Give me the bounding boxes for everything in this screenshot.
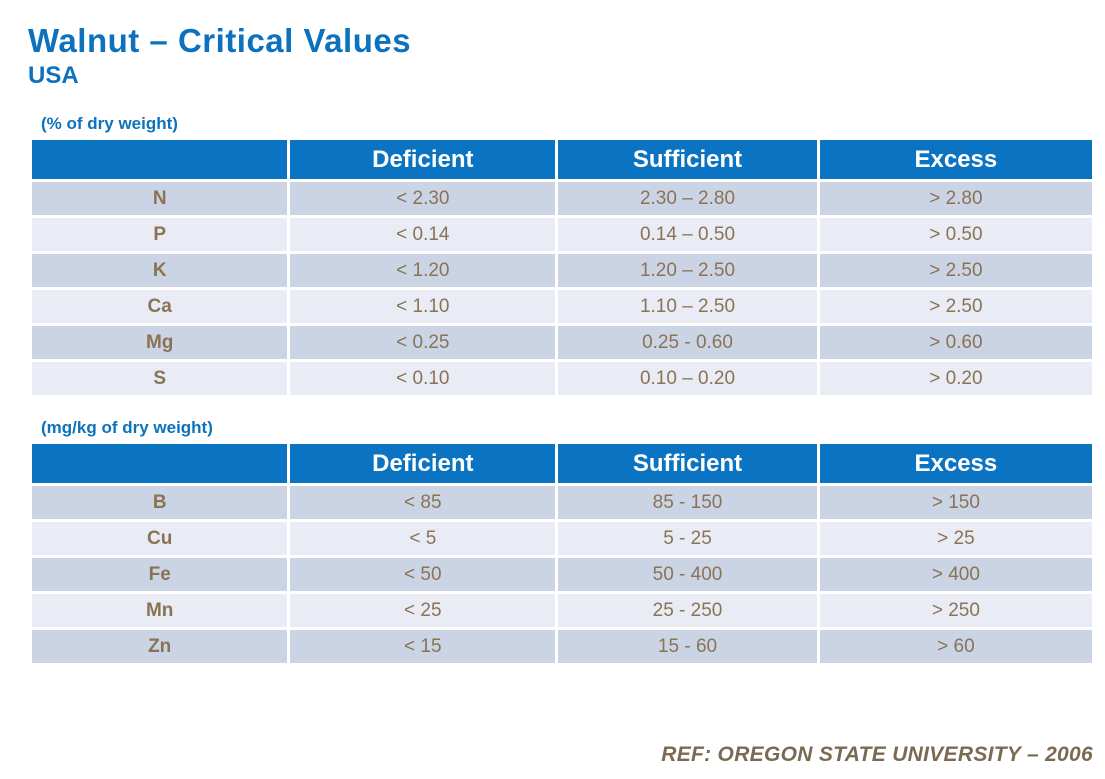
sufficient-cell: 25 - 250	[558, 594, 817, 627]
sufficient-cell: 85 - 150	[558, 486, 817, 519]
sufficient-cell: 5 - 25	[558, 522, 817, 555]
column-header: Excess	[819, 444, 1092, 483]
table-row: Fe < 50 50 - 400 > 400	[32, 558, 1092, 591]
deficient-cell: < 25	[290, 594, 556, 627]
table-row: P < 0.14 0.14 – 0.50 > 0.50	[32, 218, 1092, 251]
excess-cell: > 0.60	[819, 326, 1092, 359]
excess-cell: > 25	[819, 522, 1092, 555]
sufficient-cell: 0.14 – 0.50	[558, 218, 817, 251]
excess-cell: > 2.80	[819, 182, 1092, 215]
table-row: Zn < 15 15 - 60 > 60	[32, 630, 1092, 663]
table-row: S < 0.10 0.10 – 0.20 > 0.20	[32, 362, 1092, 395]
deficient-cell: < 0.25	[290, 326, 556, 359]
sufficient-cell: 2.30 – 2.80	[558, 182, 817, 215]
table-row: Ca < 1.10 1.10 – 2.50 > 2.50	[32, 290, 1092, 323]
excess-cell: > 250	[819, 594, 1092, 627]
element-cell: P	[32, 218, 288, 251]
column-header: Excess	[819, 140, 1092, 179]
macronutrient-table: Deficient Sufficient Excess N < 2.30 2.30 – 2…	[29, 137, 1095, 398]
column-header: Sufficient	[558, 140, 817, 179]
deficient-cell: < 1.20	[290, 254, 556, 287]
sufficient-cell: 1.10 – 2.50	[558, 290, 817, 323]
deficient-cell: < 2.30	[290, 182, 556, 215]
deficient-cell: < 1.10	[290, 290, 556, 323]
element-cell: B	[32, 486, 288, 519]
column-header: Deficient	[290, 444, 556, 483]
reference-text: REF: OREGON STATE UNIVERSITY – 2006	[661, 743, 1093, 766]
element-cell: K	[32, 254, 288, 287]
deficient-cell: < 5	[290, 522, 556, 555]
excess-cell: > 2.50	[819, 290, 1092, 323]
column-header: Sufficient	[558, 444, 817, 483]
page-title: Walnut – Critical Values	[28, 22, 412, 59]
excess-cell: > 2.50	[819, 254, 1092, 287]
page-subtitle: USA	[28, 62, 79, 89]
table-row: Mg < 0.25 0.25 - 0.60 > 0.60	[32, 326, 1092, 359]
unit-label-percent-dry-weight: (% of dry weight)	[41, 114, 178, 133]
element-cell: Zn	[32, 630, 288, 663]
deficient-cell: < 50	[290, 558, 556, 591]
element-cell: Mn	[32, 594, 288, 627]
table-row: K < 1.20 1.20 – 2.50 > 2.50	[32, 254, 1092, 287]
excess-cell: > 60	[819, 630, 1092, 663]
sufficient-cell: 50 - 400	[558, 558, 817, 591]
table-row: Mn < 25 25 - 250 > 250	[32, 594, 1092, 627]
element-cell: Fe	[32, 558, 288, 591]
unit-label-mgkg-dry-weight: (mg/kg of dry weight)	[41, 418, 213, 437]
column-header: Deficient	[290, 140, 556, 179]
element-cell: S	[32, 362, 288, 395]
element-cell: Mg	[32, 326, 288, 359]
header-row: Deficient Sufficient Excess	[32, 444, 1092, 483]
element-cell: N	[32, 182, 288, 215]
deficient-cell: < 85	[290, 486, 556, 519]
sufficient-cell: 0.25 - 0.60	[558, 326, 817, 359]
excess-cell: > 400	[819, 558, 1092, 591]
micronutrient-table: Deficient Sufficient Excess B < 85 85 - 150 > …	[29, 441, 1095, 666]
corner-header	[32, 444, 288, 483]
deficient-cell: < 15	[290, 630, 556, 663]
header-row: Deficient Sufficient Excess	[32, 140, 1092, 179]
sufficient-cell: 15 - 60	[558, 630, 817, 663]
element-cell: Cu	[32, 522, 288, 555]
deficient-cell: < 0.14	[290, 218, 556, 251]
sufficient-cell: 0.10 – 0.20	[558, 362, 817, 395]
deficient-cell: < 0.10	[290, 362, 556, 395]
corner-header	[32, 140, 288, 179]
sufficient-cell: 1.20 – 2.50	[558, 254, 817, 287]
excess-cell: > 0.50	[819, 218, 1092, 251]
table-row: N < 2.30 2.30 – 2.80 > 2.80	[32, 182, 1092, 215]
excess-cell: > 0.20	[819, 362, 1092, 395]
table-row: B < 85 85 - 150 > 150	[32, 486, 1092, 519]
excess-cell: > 150	[819, 486, 1092, 519]
element-cell: Ca	[32, 290, 288, 323]
